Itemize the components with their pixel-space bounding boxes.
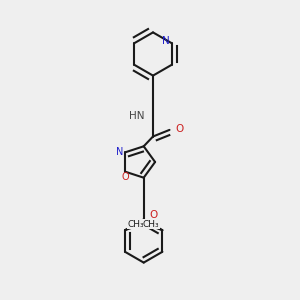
Text: O: O — [175, 124, 183, 134]
Text: O: O — [122, 172, 129, 182]
Text: CH₃: CH₃ — [128, 220, 144, 229]
Text: O: O — [149, 210, 157, 220]
Text: CH₃: CH₃ — [143, 220, 160, 229]
Text: HN: HN — [129, 111, 145, 121]
Text: N: N — [162, 36, 170, 46]
Text: N: N — [116, 147, 124, 157]
